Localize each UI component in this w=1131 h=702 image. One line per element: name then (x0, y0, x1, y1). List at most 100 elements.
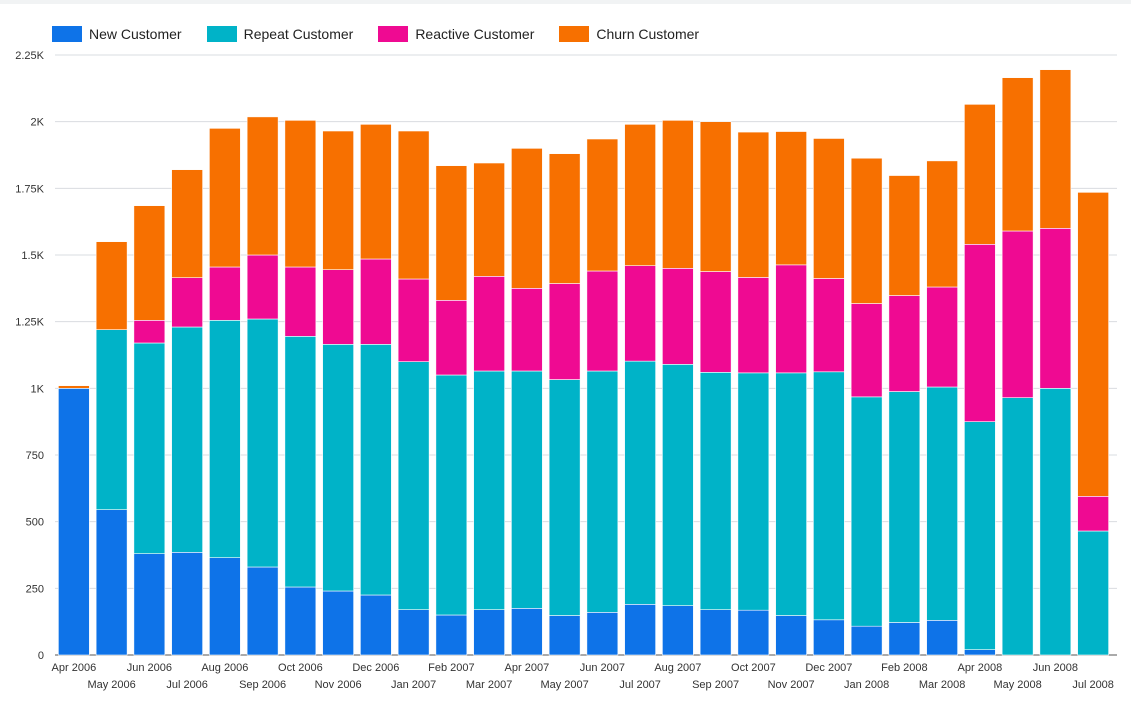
bar-reactive-customer[interactable] (171, 277, 203, 328)
bar-reactive-customer[interactable] (775, 264, 807, 374)
bar-reactive-customer[interactable] (624, 265, 656, 362)
bar-new-customer[interactable] (133, 553, 166, 656)
bar-churn-customer[interactable] (775, 131, 807, 266)
bar-reactive-customer[interactable] (888, 295, 921, 392)
bar-stack[interactable] (511, 148, 543, 656)
bar-stack[interactable] (95, 241, 128, 656)
bar-repeat-customer[interactable] (888, 391, 921, 623)
bar-stack[interactable] (322, 130, 354, 656)
bar-churn-customer[interactable] (964, 104, 996, 245)
bar-repeat-customer[interactable] (133, 342, 166, 554)
bar-new-customer[interactable] (737, 609, 770, 656)
bar-churn-customer[interactable] (662, 120, 694, 269)
bar-reactive-customer[interactable] (397, 278, 430, 362)
bar-stack[interactable] (58, 385, 90, 656)
bar-stack[interactable] (360, 124, 392, 656)
bar-repeat-customer[interactable] (548, 379, 581, 616)
bar-new-customer[interactable] (246, 566, 279, 656)
bar-new-customer[interactable] (926, 620, 958, 656)
bar-new-customer[interactable] (548, 615, 581, 656)
bar-stack[interactable] (397, 130, 430, 656)
bar-repeat-customer[interactable] (964, 421, 996, 650)
bar-stack[interactable] (1001, 77, 1034, 656)
bar-repeat-customer[interactable] (1077, 530, 1109, 656)
bar-churn-customer[interactable] (850, 157, 883, 304)
legend-item-reactive-customer[interactable]: Reactive Customer (378, 26, 534, 42)
bar-stack[interactable] (813, 138, 845, 656)
bar-reactive-customer[interactable] (926, 286, 958, 388)
bar-new-customer[interactable] (95, 509, 128, 656)
bar-churn-customer[interactable] (737, 131, 770, 278)
bar-reactive-customer[interactable] (548, 283, 581, 380)
bar-reactive-customer[interactable] (246, 254, 279, 320)
bar-new-customer[interactable] (322, 590, 354, 656)
bar-repeat-customer[interactable] (850, 396, 883, 627)
bar-reactive-customer[interactable] (209, 266, 241, 321)
bar-stack[interactable] (435, 165, 468, 656)
bar-new-customer[interactable] (360, 594, 392, 656)
bar-repeat-customer[interactable] (473, 370, 505, 610)
bar-churn-customer[interactable] (322, 130, 354, 270)
bar-new-customer[interactable] (209, 557, 241, 656)
bar-repeat-customer[interactable] (209, 320, 241, 558)
bar-reactive-customer[interactable] (473, 276, 505, 372)
legend-item-churn-customer[interactable]: Churn Customer (559, 26, 699, 42)
bar-reactive-customer[interactable] (133, 320, 166, 344)
bar-stack[interactable] (926, 160, 958, 656)
bar-churn-customer[interactable] (888, 175, 921, 296)
bar-new-customer[interactable] (58, 388, 90, 656)
bar-churn-customer[interactable] (511, 148, 543, 289)
bar-repeat-customer[interactable] (775, 372, 807, 616)
bar-repeat-customer[interactable] (435, 374, 468, 616)
bar-churn-customer[interactable] (926, 160, 958, 288)
bar-repeat-customer[interactable] (737, 372, 770, 611)
bar-churn-customer[interactable] (435, 165, 468, 301)
bar-repeat-customer[interactable] (171, 326, 203, 553)
bar-stack[interactable] (888, 175, 921, 656)
bar-reactive-customer[interactable] (586, 270, 619, 372)
bar-new-customer[interactable] (662, 605, 694, 656)
bar-repeat-customer[interactable] (1001, 397, 1034, 656)
bar-churn-customer[interactable] (95, 241, 128, 330)
bar-churn-customer[interactable] (1001, 77, 1034, 232)
bar-new-customer[interactable] (775, 615, 807, 656)
bar-stack[interactable] (473, 162, 505, 656)
bar-repeat-customer[interactable] (586, 370, 619, 613)
bar-churn-customer[interactable] (397, 130, 430, 280)
bar-new-customer[interactable] (397, 609, 430, 656)
bar-stack[interactable] (850, 157, 883, 656)
bar-stack[interactable] (586, 138, 619, 656)
bar-reactive-customer[interactable] (737, 277, 770, 374)
bar-new-customer[interactable] (850, 625, 883, 656)
bar-repeat-customer[interactable] (624, 360, 656, 605)
bar-stack[interactable] (548, 153, 581, 656)
bar-churn-customer[interactable] (171, 169, 203, 278)
legend-item-new-customer[interactable]: New Customer (52, 26, 182, 42)
bar-new-customer[interactable] (473, 609, 505, 656)
bar-stack[interactable] (624, 124, 656, 656)
bar-stack[interactable] (1039, 69, 1072, 656)
bar-stack[interactable] (699, 121, 732, 656)
bar-reactive-customer[interactable] (1077, 496, 1109, 532)
bar-new-customer[interactable] (888, 622, 921, 656)
bar-repeat-customer[interactable] (284, 336, 317, 588)
bar-reactive-customer[interactable] (1039, 228, 1072, 389)
bar-repeat-customer[interactable] (699, 372, 732, 610)
bar-reactive-customer[interactable] (699, 271, 732, 373)
bar-stack[interactable] (171, 169, 203, 656)
bar-new-customer[interactable] (813, 619, 845, 656)
bar-reactive-customer[interactable] (284, 266, 317, 337)
bar-repeat-customer[interactable] (1039, 388, 1072, 656)
legend-item-repeat-customer[interactable]: Repeat Customer (206, 26, 353, 42)
bar-churn-customer[interactable] (360, 124, 392, 260)
bar-new-customer[interactable] (171, 552, 203, 656)
bar-churn-customer[interactable] (133, 205, 166, 321)
bar-reactive-customer[interactable] (511, 288, 543, 372)
bar-stack[interactable] (209, 128, 241, 656)
bar-repeat-customer[interactable] (662, 364, 694, 606)
bar-repeat-customer[interactable] (397, 361, 430, 610)
bar-churn-customer[interactable] (473, 162, 505, 277)
bar-new-customer[interactable] (964, 649, 996, 656)
bar-churn-customer[interactable] (246, 116, 279, 256)
bar-repeat-customer[interactable] (360, 344, 392, 596)
